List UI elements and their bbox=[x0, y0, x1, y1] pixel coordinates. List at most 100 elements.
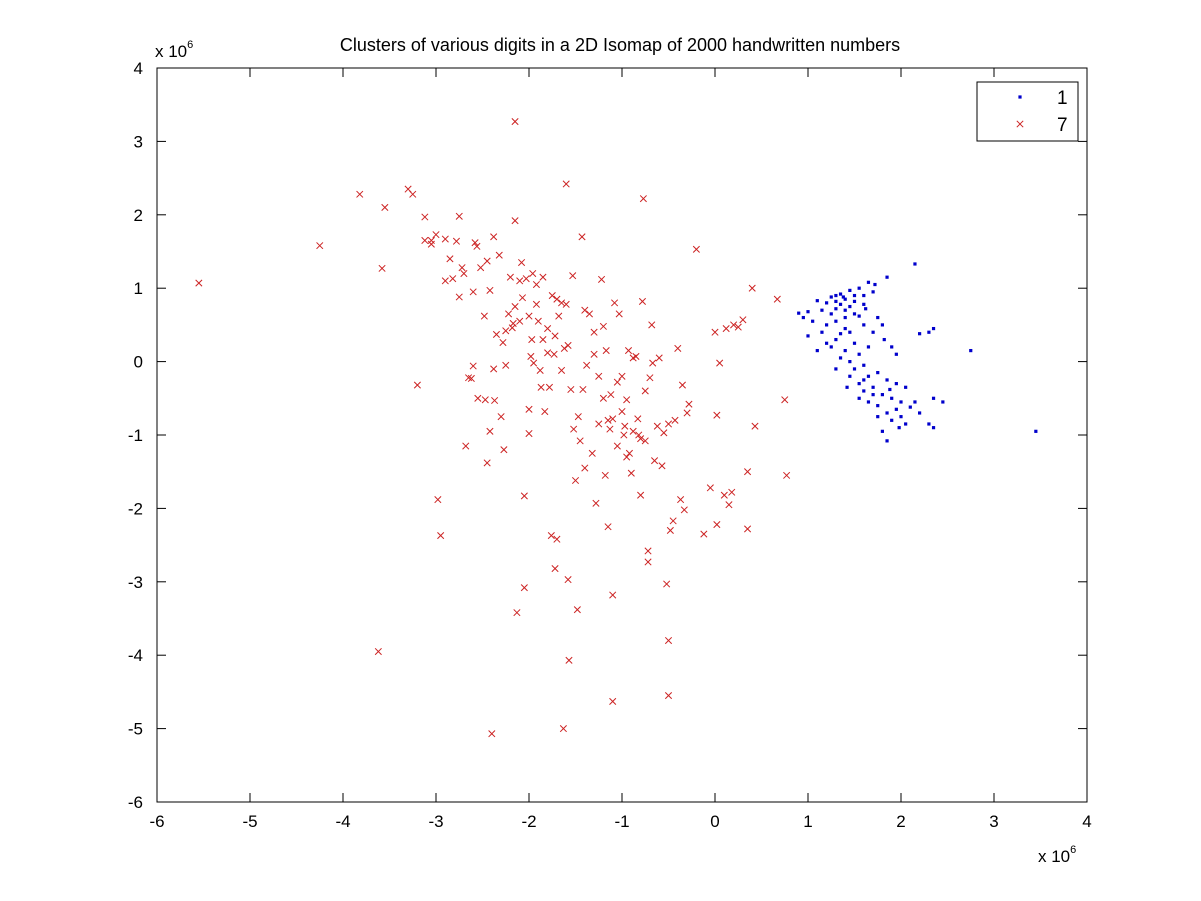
data-point-series-7 bbox=[573, 606, 581, 614]
data-point-series-7 bbox=[615, 310, 623, 318]
data-point-series-7 bbox=[669, 517, 677, 525]
data-point-series-1 bbox=[825, 323, 829, 327]
data-point-series-1 bbox=[885, 275, 889, 279]
data-point-series-7 bbox=[599, 322, 607, 330]
data-point-series-7 bbox=[624, 347, 633, 355]
data-point-series-7 bbox=[748, 284, 756, 292]
data-point-series-7 bbox=[743, 525, 752, 533]
data-point-series-7 bbox=[579, 385, 587, 394]
y-tick-label: 2 bbox=[134, 206, 143, 225]
data-point-series-7 bbox=[635, 431, 643, 439]
data-point-series-1 bbox=[852, 367, 857, 371]
data-point-series-7 bbox=[632, 352, 640, 361]
data-point-series-7 bbox=[481, 396, 489, 404]
data-point-series-7 bbox=[627, 469, 635, 477]
data-point-series-7 bbox=[537, 383, 545, 391]
y-exponent-label: x 106 bbox=[155, 39, 193, 61]
data-point-series-1 bbox=[871, 393, 875, 397]
x-tick-label: -2 bbox=[521, 812, 536, 831]
x-tick-label: 4 bbox=[1082, 812, 1091, 831]
data-point-series-7 bbox=[427, 240, 435, 248]
data-point-series-7 bbox=[491, 396, 499, 405]
y-tick-label: 3 bbox=[134, 132, 143, 151]
data-point-series-1 bbox=[885, 439, 889, 443]
data-point-series-1 bbox=[848, 304, 852, 309]
data-point-series-1 bbox=[829, 345, 833, 349]
data-markers bbox=[195, 118, 1038, 738]
data-point-series-7 bbox=[606, 425, 614, 433]
data-point-series-7 bbox=[618, 372, 626, 380]
data-point-series-7 bbox=[680, 506, 688, 514]
data-point-series-7 bbox=[555, 312, 563, 320]
data-point-series-7 bbox=[525, 405, 533, 413]
data-point-series-7 bbox=[590, 350, 598, 358]
x-tick-label: -1 bbox=[614, 812, 629, 831]
data-point-series-7 bbox=[528, 336, 536, 344]
data-point-series-7 bbox=[545, 383, 554, 391]
data-point-series-7 bbox=[483, 459, 491, 467]
data-point-series-7 bbox=[664, 420, 673, 428]
data-point-series-7 bbox=[674, 344, 682, 352]
data-point-series-7 bbox=[381, 203, 389, 212]
data-point-series-1 bbox=[843, 348, 847, 353]
x-tick-label: -6 bbox=[149, 812, 164, 831]
data-point-series-7 bbox=[509, 319, 517, 327]
data-point-series-1 bbox=[834, 299, 838, 304]
data-point-series-7 bbox=[664, 692, 673, 700]
data-point-series-7 bbox=[502, 361, 510, 369]
data-point-series-7 bbox=[644, 547, 652, 555]
data-point-series-1 bbox=[820, 308, 824, 312]
data-point-series-7 bbox=[518, 294, 527, 302]
data-point-series-1 bbox=[862, 363, 866, 367]
data-point-series-7 bbox=[504, 310, 513, 318]
data-point-series-1 bbox=[811, 319, 815, 323]
data-point-series-7 bbox=[581, 464, 589, 472]
data-point-series-7 bbox=[677, 496, 685, 504]
data-point-series-1 bbox=[829, 295, 833, 299]
data-point-series-7 bbox=[462, 442, 470, 450]
y-tick-label: -1 bbox=[128, 426, 143, 445]
data-point-series-7 bbox=[356, 190, 364, 198]
legend-dot-icon bbox=[1018, 95, 1022, 99]
data-point-series-7 bbox=[609, 697, 617, 705]
data-point-series-7 bbox=[576, 437, 584, 445]
data-point-series-7 bbox=[571, 476, 580, 485]
data-point-series-7 bbox=[525, 312, 533, 320]
data-point-series-1 bbox=[852, 293, 857, 298]
data-point-series-7 bbox=[592, 499, 600, 507]
data-point-series-7 bbox=[722, 325, 730, 333]
data-point-series-1 bbox=[838, 302, 843, 306]
data-point-series-7 bbox=[743, 468, 752, 476]
data-point-series-7 bbox=[464, 374, 473, 382]
data-point-series-1 bbox=[882, 337, 886, 342]
data-point-series-7 bbox=[316, 242, 324, 250]
data-point-series-7 bbox=[490, 365, 498, 373]
data-point-series-7 bbox=[641, 437, 649, 445]
data-point-series-1 bbox=[918, 411, 922, 415]
data-point-series-7 bbox=[500, 446, 508, 454]
data-point-series-7 bbox=[773, 295, 781, 303]
data-point-series-7 bbox=[567, 385, 575, 394]
data-point-series-7 bbox=[601, 471, 609, 479]
data-point-series-1 bbox=[806, 310, 810, 314]
data-point-series-7 bbox=[551, 565, 559, 573]
data-point-series-1 bbox=[834, 319, 838, 323]
data-point-series-1 bbox=[848, 288, 852, 293]
data-point-series-7 bbox=[569, 272, 577, 280]
legend-box bbox=[976, 81, 1079, 142]
data-point-series-1 bbox=[866, 280, 871, 284]
data-point-series-7 bbox=[525, 429, 533, 438]
data-point-series-1 bbox=[834, 307, 838, 311]
data-point-series-7 bbox=[607, 391, 615, 399]
data-point-series-7 bbox=[634, 415, 642, 423]
data-point-series-7 bbox=[529, 269, 537, 278]
data-point-series-7 bbox=[532, 280, 540, 289]
data-point-series-1 bbox=[866, 374, 871, 378]
data-point-series-7 bbox=[720, 491, 728, 499]
data-point-series-7 bbox=[559, 725, 567, 733]
data-point-series-7 bbox=[649, 359, 657, 367]
data-point-series-7 bbox=[588, 449, 596, 457]
data-point-series-1 bbox=[894, 352, 898, 356]
data-point-series-1 bbox=[866, 400, 871, 404]
data-point-series-7 bbox=[781, 396, 789, 404]
